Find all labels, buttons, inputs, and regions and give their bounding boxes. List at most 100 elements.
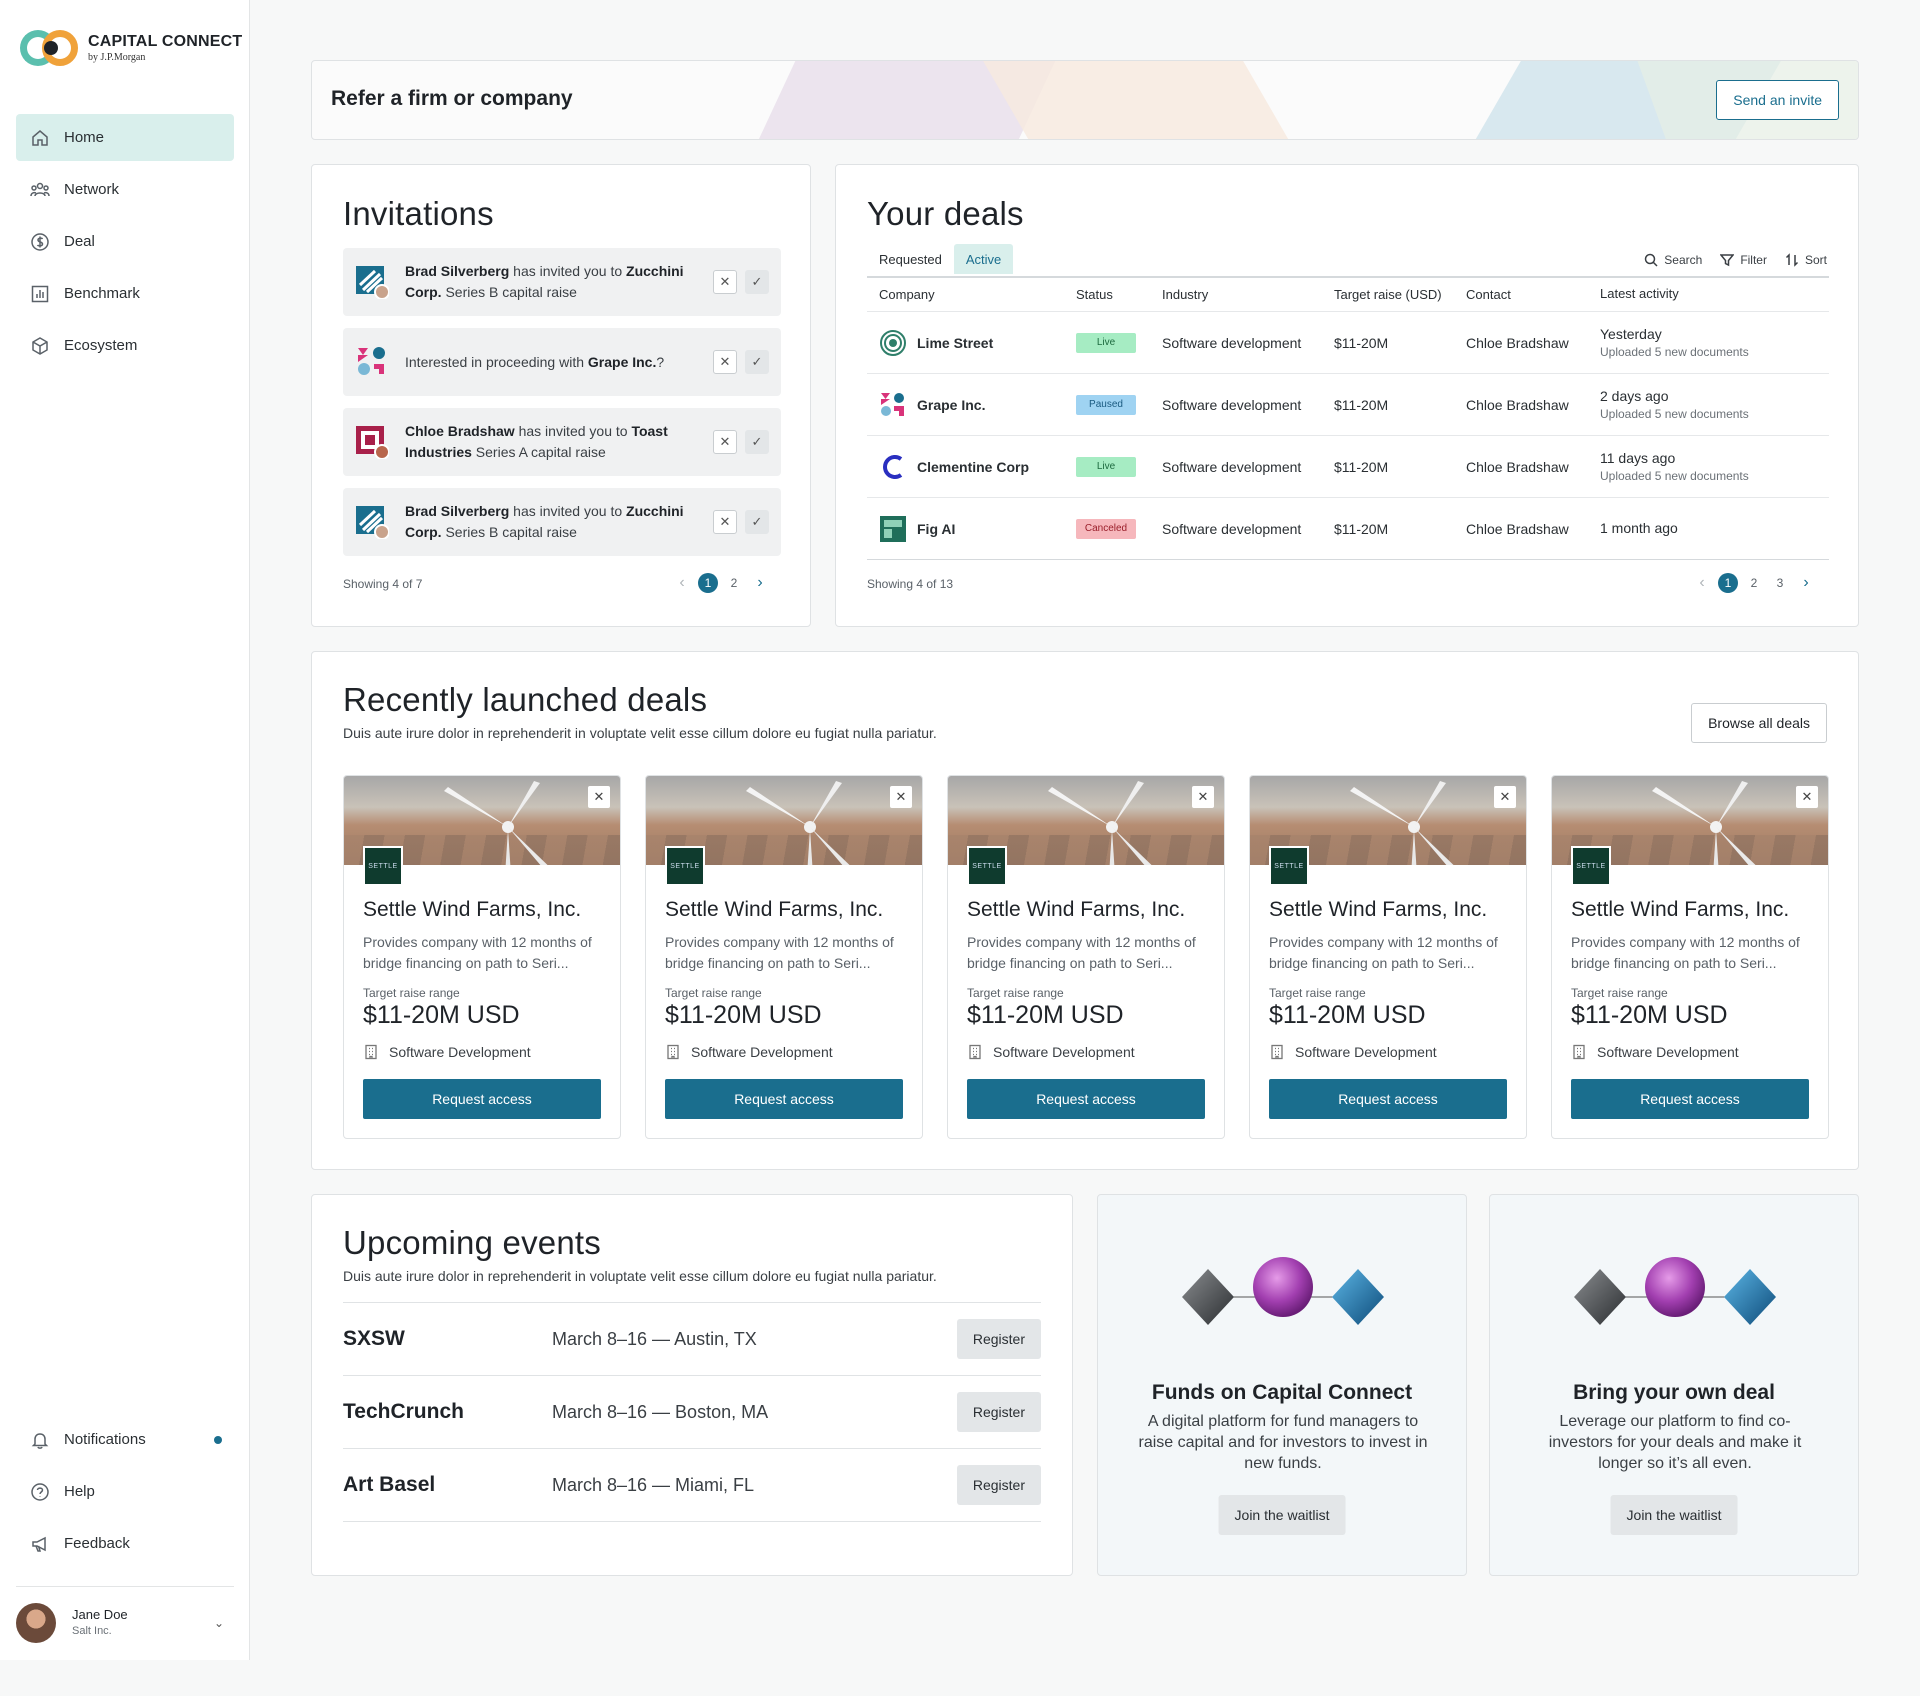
settle-logo-icon: SETTLE xyxy=(967,846,1007,886)
user-menu[interactable]: Jane Doe Salt Inc. ⌄ xyxy=(16,1586,234,1643)
register-button[interactable]: Register xyxy=(956,1392,1041,1432)
accept-icon[interactable]: ✓ xyxy=(745,510,769,534)
column-header[interactable]: Target raise (USD) xyxy=(1334,287,1442,302)
chevron-left-icon[interactable]: ‹ xyxy=(1699,574,1705,591)
accept-icon[interactable]: ✓ xyxy=(745,350,769,374)
request-access-button[interactable]: Request access xyxy=(665,1079,903,1119)
column-header[interactable]: Company xyxy=(879,287,935,302)
deals-tabs: Requested Active xyxy=(867,244,1014,274)
refer-banner: Refer a firm or company Send an invite xyxy=(311,60,1859,140)
nav-item-benchmark[interactable]: Benchmark xyxy=(16,270,234,317)
accept-icon[interactable]: ✓ xyxy=(745,430,769,454)
chevron-right-icon[interactable]: › xyxy=(757,574,763,591)
contact-cell: Chloe Bradshaw xyxy=(1466,520,1569,537)
page-button[interactable]: 1 xyxy=(698,573,718,593)
logo-mark-icon xyxy=(20,30,78,66)
decline-icon[interactable]: ✕ xyxy=(713,350,737,374)
table-row[interactable]: Lime Street Live Software development $1… xyxy=(867,312,1829,374)
user-org: Salt Inc. xyxy=(72,1625,112,1638)
building-icon xyxy=(365,1044,377,1060)
page-button[interactable]: 1 xyxy=(1718,573,1738,593)
nav-item-feedback[interactable]: Feedback xyxy=(16,1520,234,1567)
nav-item-network[interactable]: Network xyxy=(16,166,234,213)
chevron-down-icon[interactable]: ⌄ xyxy=(213,1616,224,1630)
close-icon[interactable]: ✕ xyxy=(1494,786,1516,808)
nav-item-home[interactable]: Home xyxy=(16,114,234,161)
tab-active[interactable]: Active xyxy=(953,244,1014,274)
invitation-item[interactable]: Chloe Bradshaw has invited you to Toast … xyxy=(343,408,781,476)
company-name: Clementine Corp xyxy=(917,458,1030,475)
settle-logo-icon: SETTLE xyxy=(1571,846,1611,886)
invitation-item[interactable]: Interested in proceeding with Grape Inc.… xyxy=(343,328,781,396)
status-badge: Canceled xyxy=(1076,519,1136,539)
chevron-left-icon[interactable]: ‹ xyxy=(679,574,685,591)
deal-industry: Software Development xyxy=(389,1044,531,1060)
request-access-button[interactable]: Request access xyxy=(1269,1079,1507,1119)
chart-icon xyxy=(31,285,49,302)
send-invite-button[interactable]: Send an invite xyxy=(1716,80,1839,120)
deal-card[interactable]: ✕ SETTLE Settle Wind Farms, Inc. Provide… xyxy=(645,775,923,1139)
column-header[interactable]: Status xyxy=(1076,287,1113,302)
nav-item-notifications[interactable]: Notifications xyxy=(16,1416,234,1463)
accept-icon[interactable]: ✓ xyxy=(745,270,769,294)
close-icon[interactable]: ✕ xyxy=(890,786,912,808)
upcoming-events-panel: Upcoming events Duis aute irure dolor in… xyxy=(311,1194,1073,1576)
recently-launched-panel: Recently launched deals Duis aute irure … xyxy=(311,651,1859,1170)
request-access-button[interactable]: Request access xyxy=(967,1079,1205,1119)
chevron-right-icon[interactable]: › xyxy=(1803,574,1809,591)
close-icon[interactable]: ✕ xyxy=(1192,786,1214,808)
invitation-item[interactable]: Brad Silverberg has invited you to Zucch… xyxy=(343,488,781,556)
request-access-button[interactable]: Request access xyxy=(363,1079,601,1119)
tab-requested[interactable]: Requested xyxy=(879,251,942,267)
deal-industry: Software Development xyxy=(1295,1044,1437,1060)
table-row[interactable]: Grape Inc. Paused Software development $… xyxy=(867,374,1829,436)
nav-item-help[interactable]: Help xyxy=(16,1468,234,1515)
secondary-nav: Notifications Help Feedback xyxy=(16,1416,234,1572)
sort-button[interactable]: Sort xyxy=(1785,253,1827,267)
deal-card[interactable]: ✕ SETTLE Settle Wind Farms, Inc. Provide… xyxy=(1249,775,1527,1139)
column-header[interactable]: Contact xyxy=(1466,287,1511,302)
help-icon xyxy=(31,1482,49,1501)
capital-connect-logo[interactable]: CAPITAL CONNECT by J.P.Morgan xyxy=(20,30,242,66)
invitation-item[interactable]: Brad Silverberg has invited you to Zucch… xyxy=(343,248,781,316)
nav-item-deal[interactable]: Deal xyxy=(16,218,234,265)
bell-icon xyxy=(31,1432,49,1449)
invitation-text: Interested in proceeding with xyxy=(405,353,588,370)
invitations-pager: ‹ 1 2 › xyxy=(672,573,770,593)
column-header[interactable]: Latest activity xyxy=(1600,286,1679,302)
contact-cell: Chloe Bradshaw xyxy=(1466,458,1569,475)
register-button[interactable]: Register xyxy=(956,1319,1041,1359)
toast-logo-icon xyxy=(355,425,390,460)
deal-card[interactable]: ✕ SETTLE Settle Wind Farms, Inc. Provide… xyxy=(343,775,621,1139)
search-button[interactable]: Search xyxy=(1644,253,1702,267)
activity-cell: 11 days ago xyxy=(1600,449,1676,466)
user-name: Jane Doe xyxy=(72,1607,128,1623)
page-button[interactable]: 2 xyxy=(730,576,738,590)
invitation-company: Grape Inc. xyxy=(587,353,657,370)
decline-icon[interactable]: ✕ xyxy=(713,430,737,454)
deal-industry: Software Development xyxy=(1597,1044,1739,1060)
table-row[interactable]: Clementine Corp Live Software developmen… xyxy=(867,436,1829,498)
status-badge: Live xyxy=(1076,457,1136,477)
activity-cell: Yesterday xyxy=(1600,325,1662,342)
close-icon[interactable]: ✕ xyxy=(1796,786,1818,808)
table-row[interactable]: Fig AI Canceled Software development $11… xyxy=(867,498,1829,560)
decline-icon[interactable]: ✕ xyxy=(713,510,737,534)
page-button[interactable]: 3 xyxy=(1776,576,1784,590)
home-icon xyxy=(32,129,48,146)
deal-card[interactable]: ✕ SETTLE Settle Wind Farms, Inc. Provide… xyxy=(947,775,1225,1139)
deal-card[interactable]: ✕ SETTLE Settle Wind Farms, Inc. Provide… xyxy=(1551,775,1829,1139)
page-button[interactable]: 2 xyxy=(1750,576,1758,590)
close-icon[interactable]: ✕ xyxy=(588,786,610,808)
column-header[interactable]: Industry xyxy=(1162,287,1209,302)
join-waitlist-button[interactable]: Join the waitlist xyxy=(1218,1495,1346,1535)
decline-icon[interactable]: ✕ xyxy=(713,270,737,294)
deal-name: Settle Wind Farms, Inc. xyxy=(1571,898,1790,921)
nav-item-ecosystem[interactable]: Ecosystem xyxy=(16,322,234,369)
target-raise-label: Target raise range xyxy=(363,986,460,1000)
browse-all-deals-button[interactable]: Browse all deals xyxy=(1691,703,1827,743)
register-button[interactable]: Register xyxy=(956,1465,1041,1505)
join-waitlist-button[interactable]: Join the waitlist xyxy=(1610,1495,1738,1535)
request-access-button[interactable]: Request access xyxy=(1571,1079,1809,1119)
filter-button[interactable]: Filter xyxy=(1720,253,1767,267)
